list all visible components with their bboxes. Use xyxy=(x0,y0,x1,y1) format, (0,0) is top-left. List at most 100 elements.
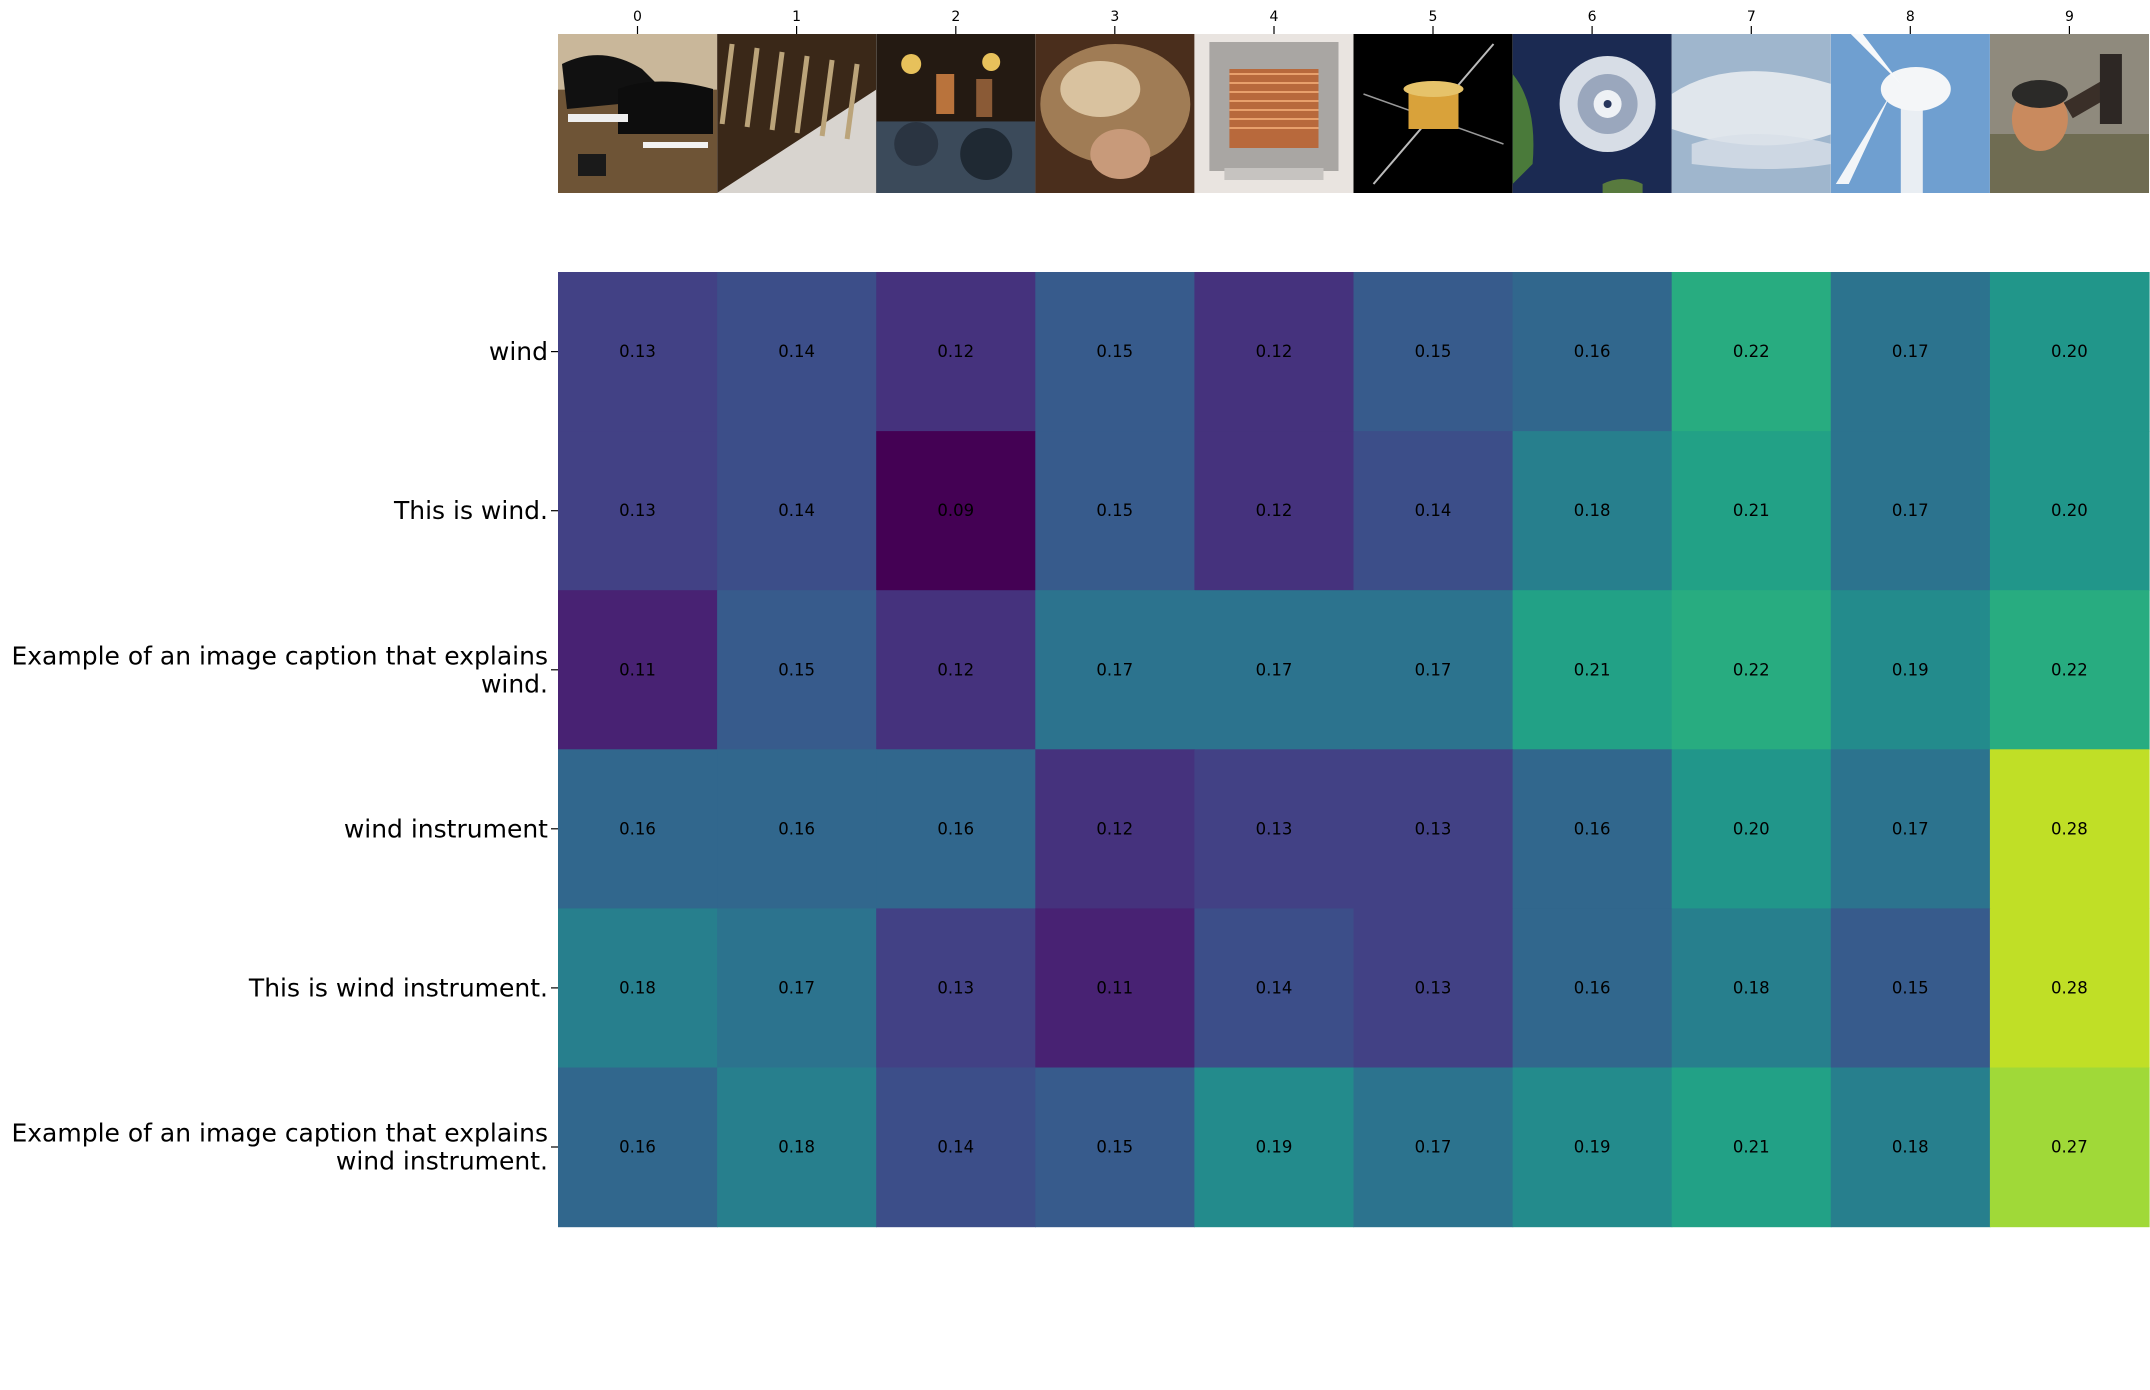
x-tick-label: 8 xyxy=(1906,9,1915,25)
heatmap-value-label: 0.16 xyxy=(1574,978,1611,997)
heatmap-cell-r1-c9 xyxy=(1989,431,2150,591)
heatmap-cell-r3-c2 xyxy=(876,749,1036,909)
heatmap-cell-r4-c9 xyxy=(1989,908,2150,1069)
heatmap-value-label: 0.19 xyxy=(1574,1138,1611,1157)
heatmap-cell-r4-c7 xyxy=(1671,908,1832,1069)
x-tick-label: 4 xyxy=(1270,9,1279,25)
heatmap-value-label: 0.17 xyxy=(1892,819,1929,838)
heatmap-cell-r4-c1 xyxy=(717,908,877,1069)
heatmap-cell-r0-c7 xyxy=(1671,272,1832,432)
heatmap-cell-r2-c7 xyxy=(1671,590,1832,750)
x-tick-label: 5 xyxy=(1429,9,1438,25)
heatmap-cell-r4-c4 xyxy=(1194,908,1355,1069)
heatmap-cell-r5-c8 xyxy=(1830,1067,1991,1228)
heatmap-value-label: 0.12 xyxy=(937,342,974,361)
heatmap-value-label: 0.19 xyxy=(1256,1138,1293,1157)
y-tick-label: This is wind. xyxy=(393,496,548,525)
heatmap-value-label: 0.18 xyxy=(619,978,656,997)
x-tick-label: 3 xyxy=(1110,9,1119,25)
heatmap-value-label: 0.20 xyxy=(2051,342,2088,361)
heatmap-value-label: 0.22 xyxy=(2051,660,2088,679)
heatmap-cell-r2-c2 xyxy=(876,590,1036,750)
heatmap-cell-r5-c1 xyxy=(717,1067,877,1228)
heatmap-value-label: 0.28 xyxy=(2051,978,2088,997)
heatmap-cell-r2-c6 xyxy=(1512,590,1673,750)
heatmap-value-label: 0.18 xyxy=(778,1138,815,1157)
heatmap-value-label: 0.27 xyxy=(2051,1138,2088,1157)
heatmap-value-label: 0.17 xyxy=(1415,1138,1452,1157)
heatmap-value-label: 0.09 xyxy=(937,501,974,520)
heatmap-value-label: 0.11 xyxy=(619,660,656,679)
heatmap-cell-r0-c6 xyxy=(1512,272,1673,432)
heatmap-value-label: 0.21 xyxy=(1733,501,1770,520)
heatmap-cell-r0-c2 xyxy=(876,272,1036,432)
image-thumbnail-1: close-up of metal tuning pins xyxy=(717,34,877,193)
heatmap-cell-r2-c8 xyxy=(1830,590,1991,750)
heatmap-cell-r3-c7 xyxy=(1671,749,1832,909)
heatmap-cell-r5-c2 xyxy=(876,1067,1036,1228)
heatmap-cell-r4-c6 xyxy=(1512,908,1673,1069)
heatmap-cell-r4-c5 xyxy=(1353,908,1514,1069)
heatmap-value-labels: 0.13 0.14 0.12 0.15 0.12 0.15 0.16 0.22 0.17 0.20… xyxy=(619,342,2088,1156)
heatmap-value-label: 0.17 xyxy=(1415,660,1452,679)
heatmap-value-label: 0.14 xyxy=(937,1138,974,1157)
heatmap-cell-r2-c0 xyxy=(558,590,718,750)
heatmap-value-label: 0.14 xyxy=(778,342,815,361)
image-thumbnail-8: wind turbine tower xyxy=(1830,34,1990,193)
heatmap-cell-r2-c5 xyxy=(1353,590,1514,750)
x-tick-label: 2 xyxy=(951,9,960,25)
heatmap-cell-r4-c8 xyxy=(1830,908,1991,1069)
heatmap-value-label: 0.14 xyxy=(778,501,815,520)
heatmap-value-label: 0.16 xyxy=(1574,819,1611,838)
heatmap-value-label: 0.15 xyxy=(1415,342,1452,361)
heatmap-value-label: 0.16 xyxy=(1574,342,1611,361)
heatmap-value-label: 0.17 xyxy=(1256,660,1293,679)
heatmap-cell-r0-c4 xyxy=(1194,272,1355,432)
image-thumbnail-6: hurricane seen from orbit xyxy=(1512,34,1672,193)
heatmap-cell-r1-c3 xyxy=(1035,431,1195,591)
heatmap-cell-r5-c4 xyxy=(1194,1067,1355,1228)
x-axis-ticks: 0 1 2 3 4 5 6 7 8 9 xyxy=(633,9,2074,34)
image-thumbnail-7: wispy clouds in a pale sky xyxy=(1671,34,1832,193)
heatmap-value-label: 0.12 xyxy=(1256,501,1293,520)
heatmap-cell-r4-c2 xyxy=(876,908,1036,1069)
heatmap-value-label: 0.18 xyxy=(1892,1138,1929,1157)
y-tick-label: wind. xyxy=(481,669,548,698)
heatmap-value-label: 0.13 xyxy=(937,978,974,997)
heatmap-value-label: 0.28 xyxy=(2051,819,2088,838)
y-tick-label: This is wind instrument. xyxy=(248,973,548,1002)
heatmap-value-label: 0.16 xyxy=(619,1138,656,1157)
image-thumbnail-9: man playing a wind instrument xyxy=(1989,34,2149,193)
heatmap-value-label: 0.13 xyxy=(1415,819,1452,838)
heatmap-cell-r3-c4 xyxy=(1194,749,1355,909)
heatmap-value-label: 0.16 xyxy=(619,819,656,838)
heatmap-cell-r1-c8 xyxy=(1830,431,1991,591)
heatmap-value-label: 0.15 xyxy=(1892,978,1929,997)
heatmap-cell-r4-c0 xyxy=(558,908,718,1069)
heatmap-value-label: 0.13 xyxy=(619,342,656,361)
heatmap-cell-r5-c5 xyxy=(1353,1067,1514,1228)
heatmap-cell-r1-c1 xyxy=(717,431,877,591)
heatmap-cell-r1-c6 xyxy=(1512,431,1673,591)
heatmap-value-label: 0.15 xyxy=(1096,501,1133,520)
heatmap-value-label: 0.17 xyxy=(1096,660,1133,679)
heatmap-cells xyxy=(558,272,2150,1228)
heatmap-cell-r0-c9 xyxy=(1989,272,2150,432)
image-thumbnail-3: person with curly hair, seen from above xyxy=(1035,34,1195,193)
heatmap-value-label: 0.12 xyxy=(1256,342,1293,361)
heatmap-value-label: 0.19 xyxy=(1892,660,1929,679)
heatmap-value-label: 0.13 xyxy=(1415,978,1452,997)
y-axis-ticks: wind This is wind. Example of an image cap… xyxy=(11,337,558,1176)
heatmap-value-label: 0.14 xyxy=(1415,501,1452,520)
x-tick-label: 1 xyxy=(792,9,801,25)
heatmap-cell-r3-c1 xyxy=(717,749,877,909)
image-thumbnail-4: copper-wound transformer coil xyxy=(1194,34,1354,193)
heatmap-value-label: 0.22 xyxy=(1733,342,1770,361)
y-tick-label: wind instrument xyxy=(344,814,548,843)
heatmap-cell-r2-c3 xyxy=(1035,590,1195,750)
heatmap-value-label: 0.21 xyxy=(1733,1138,1770,1157)
y-tick-label: wind instrument. xyxy=(336,1147,548,1176)
heatmap-cell-r5-c9 xyxy=(1989,1067,2150,1228)
heatmap-cell-r5-c3 xyxy=(1035,1067,1195,1228)
heatmap-value-label: 0.12 xyxy=(1096,819,1133,838)
